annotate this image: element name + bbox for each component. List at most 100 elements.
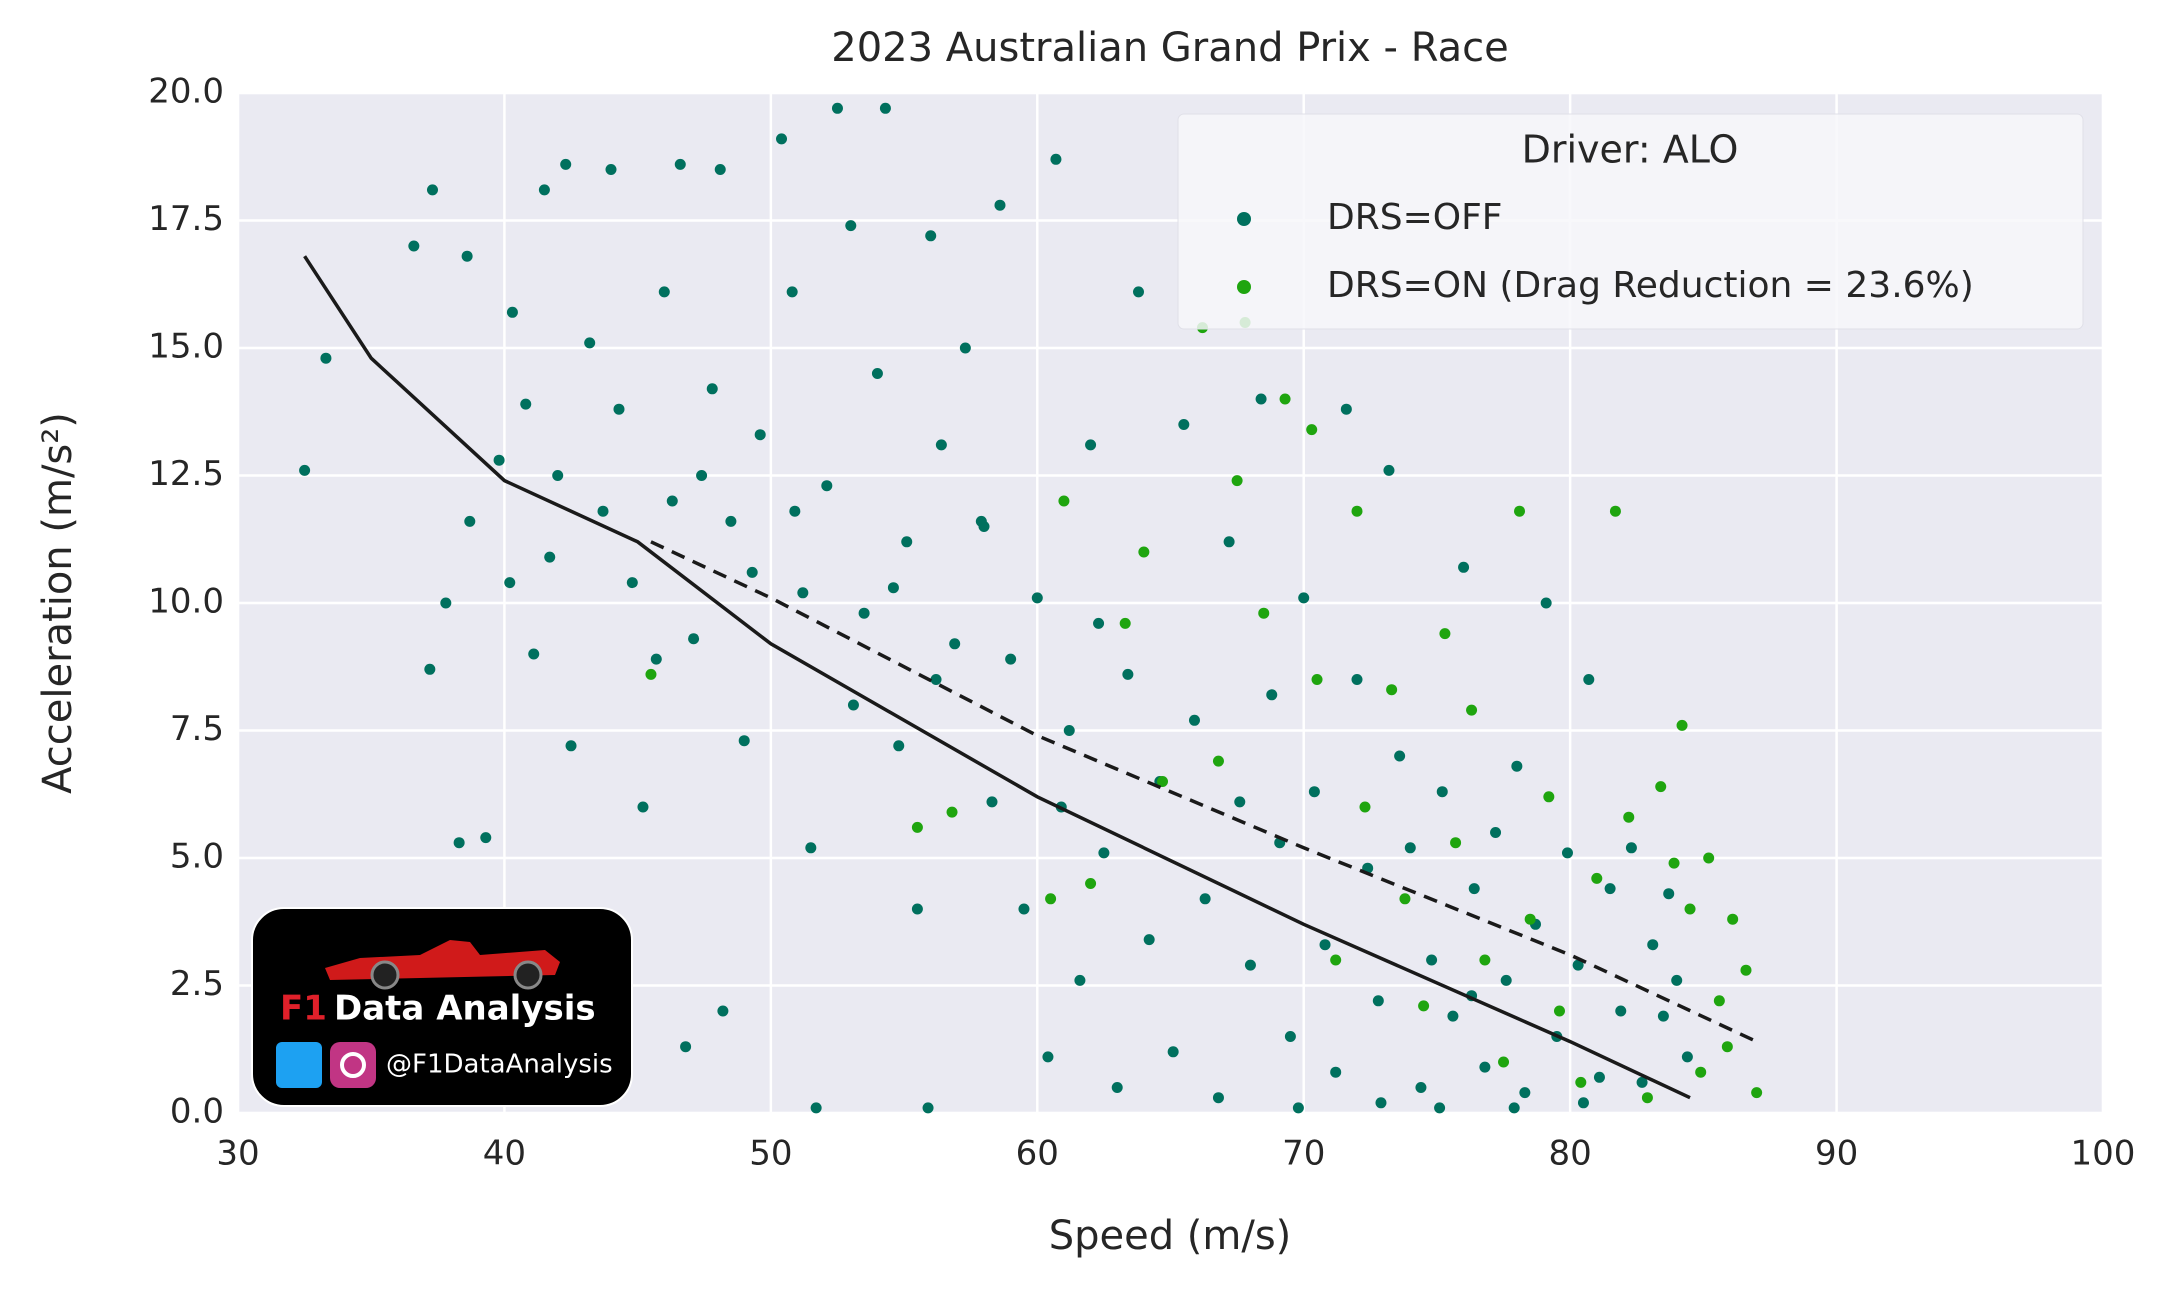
grid <box>236 91 2105 1115</box>
point <box>680 1041 692 1053</box>
y-tick-label: 17.5 <box>148 199 224 239</box>
x-tick-label: 100 <box>2071 1134 2136 1174</box>
x-tick-label: 90 <box>1815 1134 1858 1174</box>
point <box>1138 546 1150 558</box>
point <box>1577 1097 1589 1109</box>
point <box>461 250 473 262</box>
point <box>978 521 990 532</box>
point <box>658 286 670 298</box>
y-tick-label: 7.5 <box>170 709 224 749</box>
point <box>1351 505 1363 517</box>
point <box>1511 760 1523 772</box>
point <box>1500 974 1512 986</box>
twitter-icon <box>276 1042 322 1088</box>
legend-items: DRS=OFF DRS=ON (Drag Reduction = 23.6%) <box>1237 197 1974 306</box>
fit-lines <box>303 255 1758 1100</box>
point <box>650 653 662 665</box>
point <box>1085 439 1097 451</box>
point <box>1074 974 1086 986</box>
point <box>959 342 971 354</box>
point <box>1340 403 1352 415</box>
point <box>637 801 649 813</box>
point <box>1319 939 1331 951</box>
point <box>1540 597 1552 609</box>
point <box>786 286 798 298</box>
points <box>299 102 1763 1114</box>
point <box>1609 505 1621 517</box>
logo: F1 Data Analysis @F1DataAnalysis <box>251 907 633 1107</box>
point <box>925 230 937 242</box>
point <box>1436 786 1448 798</box>
point <box>714 164 726 175</box>
point <box>879 102 891 114</box>
point <box>805 842 817 854</box>
point <box>847 699 859 711</box>
point <box>1466 704 1478 716</box>
point <box>738 735 750 747</box>
point <box>1524 913 1536 925</box>
point <box>1623 811 1635 823</box>
point <box>1727 913 1739 925</box>
point <box>1543 791 1555 803</box>
point <box>1212 1092 1224 1104</box>
point <box>666 495 678 507</box>
point <box>1490 827 1502 838</box>
chart-title: 2023 Australian Grand Prix - Race <box>831 25 1508 71</box>
legend-title: Driver: ALO <box>1522 128 1739 172</box>
point <box>1188 714 1200 726</box>
point <box>1311 674 1323 685</box>
point <box>1143 934 1155 946</box>
point <box>949 638 961 650</box>
point <box>1439 628 1451 640</box>
point <box>1508 1102 1520 1114</box>
y-tick-label: 20.0 <box>148 72 224 112</box>
point <box>1498 1056 1510 1068</box>
point <box>1058 495 1070 507</box>
point <box>1514 505 1526 517</box>
point <box>504 577 516 589</box>
point <box>1434 1102 1446 1114</box>
point <box>320 352 332 364</box>
point <box>1468 883 1480 895</box>
point <box>520 398 532 410</box>
point <box>1279 393 1291 405</box>
point <box>1308 786 1320 798</box>
point <box>725 515 737 527</box>
point <box>935 439 947 451</box>
x-tick-label: 50 <box>749 1134 792 1174</box>
point <box>1450 837 1462 849</box>
point <box>1093 617 1105 629</box>
point <box>1292 1102 1304 1114</box>
legend-marker <box>1237 212 1251 226</box>
point <box>1085 878 1097 889</box>
point <box>821 480 833 492</box>
point <box>1045 893 1057 905</box>
point <box>1157 776 1169 787</box>
point <box>789 505 801 517</box>
point <box>552 470 564 481</box>
point <box>1386 684 1398 696</box>
point <box>1447 1010 1459 1022</box>
point <box>1604 883 1616 895</box>
legend-label: DRS=OFF <box>1327 197 1503 238</box>
point <box>922 1102 934 1114</box>
point <box>1591 872 1603 884</box>
point <box>560 158 572 170</box>
point <box>688 633 700 645</box>
point <box>810 1102 822 1114</box>
point <box>1703 852 1715 864</box>
point <box>706 383 718 395</box>
point <box>754 429 766 441</box>
point <box>674 158 686 170</box>
point <box>1713 995 1725 1007</box>
point <box>1572 959 1584 971</box>
point <box>1005 653 1017 665</box>
logo-brand-f1: F1 <box>280 989 327 1029</box>
point <box>893 740 905 752</box>
point <box>858 607 870 619</box>
point <box>1098 847 1110 859</box>
x-tick-label: 80 <box>1549 1134 1592 1174</box>
x-tick-label: 30 <box>216 1134 259 1174</box>
point <box>1751 1087 1763 1099</box>
